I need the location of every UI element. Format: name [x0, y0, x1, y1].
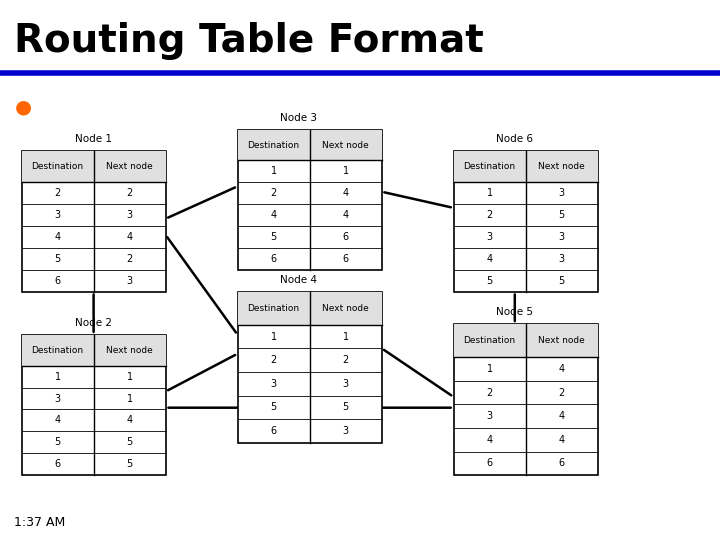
Text: 2: 2 [487, 210, 492, 220]
Text: 1: 1 [487, 188, 492, 198]
Text: 3: 3 [127, 210, 132, 220]
Text: 3: 3 [55, 210, 60, 220]
Text: Next node: Next node [539, 162, 585, 171]
Text: 5: 5 [271, 232, 276, 242]
Text: Next node: Next node [107, 346, 153, 355]
Text: 5: 5 [343, 402, 348, 413]
Text: 1: 1 [343, 332, 348, 342]
Text: 5: 5 [127, 437, 132, 447]
Text: 1: 1 [343, 166, 348, 177]
Text: Destination: Destination [32, 162, 84, 171]
Text: 4: 4 [127, 415, 132, 426]
Text: 2: 2 [55, 188, 60, 198]
Text: ●: ● [14, 97, 32, 116]
Text: 4: 4 [487, 435, 492, 445]
Text: 5: 5 [55, 254, 60, 264]
Text: Routing Table Format: Routing Table Format [14, 22, 484, 59]
Text: Next node: Next node [539, 336, 585, 345]
Text: 1: 1 [55, 372, 60, 382]
Text: 2: 2 [271, 355, 276, 365]
Text: 1: 1 [127, 394, 132, 403]
Text: Node 5: Node 5 [496, 307, 534, 317]
Text: 3: 3 [271, 379, 276, 389]
Text: 6: 6 [271, 426, 276, 436]
Text: Node 6: Node 6 [496, 134, 534, 144]
Text: 4: 4 [559, 364, 564, 374]
Text: 6: 6 [343, 232, 348, 242]
Bar [22, 151, 166, 182]
Text: 3: 3 [487, 232, 492, 242]
Text: 3: 3 [55, 394, 60, 403]
Text: 6: 6 [55, 275, 60, 286]
Bar [22, 335, 166, 366]
Text: 2: 2 [487, 388, 492, 397]
Text: 6: 6 [55, 459, 60, 469]
Text: 4: 4 [343, 188, 348, 198]
Text: 3: 3 [559, 232, 564, 242]
Text: 4: 4 [55, 415, 60, 426]
Text: 4: 4 [55, 232, 60, 242]
Bar [454, 151, 598, 182]
Text: 1:37 AM: 1:37 AM [14, 516, 66, 529]
Text: 2: 2 [559, 388, 564, 397]
Text: 6: 6 [487, 458, 492, 468]
Bar [238, 292, 382, 443]
Text: 2: 2 [127, 188, 132, 198]
Text: 1: 1 [271, 332, 276, 342]
Text: 4: 4 [487, 254, 492, 264]
Bar [22, 151, 166, 292]
Bar [238, 130, 382, 160]
Text: Next node: Next node [323, 140, 369, 150]
Text: 6: 6 [271, 254, 276, 264]
Text: 5: 5 [559, 210, 564, 220]
Text: 3: 3 [343, 426, 348, 436]
Text: Node 3: Node 3 [280, 112, 318, 123]
Text: Node 1: Node 1 [75, 134, 112, 144]
Text: 6: 6 [343, 254, 348, 264]
Text: 4: 4 [127, 232, 132, 242]
Text: 4: 4 [271, 210, 276, 220]
Text: Destination: Destination [248, 140, 300, 150]
Bar [454, 324, 598, 357]
Text: 3: 3 [127, 275, 132, 286]
Text: 2: 2 [343, 355, 348, 365]
Text: Destination: Destination [464, 336, 516, 345]
Text: 2: 2 [271, 188, 276, 198]
Bar [238, 130, 382, 270]
Text: Next node: Next node [323, 303, 369, 313]
Text: 3: 3 [343, 379, 348, 389]
Text: 4: 4 [559, 411, 564, 421]
Text: 2: 2 [127, 254, 132, 264]
Text: Node 2: Node 2 [75, 318, 112, 328]
Text: 1: 1 [487, 364, 492, 374]
Text: 6: 6 [559, 458, 564, 468]
Text: 3: 3 [559, 254, 564, 264]
Text: 4: 4 [559, 435, 564, 445]
Text: 5: 5 [271, 402, 276, 413]
Text: 3: 3 [559, 188, 564, 198]
Bar [454, 151, 598, 292]
Text: Next node: Next node [107, 162, 153, 171]
Text: Destination: Destination [464, 162, 516, 171]
Text: 5: 5 [127, 459, 132, 469]
Bar [22, 335, 166, 475]
Text: 5: 5 [487, 275, 492, 286]
Text: 3: 3 [487, 411, 492, 421]
Text: 1: 1 [127, 372, 132, 382]
Text: 1: 1 [271, 166, 276, 177]
Bar [454, 324, 598, 475]
Bar [238, 292, 382, 325]
Text: Node 4: Node 4 [280, 274, 318, 285]
Text: 5: 5 [55, 437, 60, 447]
Text: Destination: Destination [32, 346, 84, 355]
Text: 5: 5 [559, 275, 564, 286]
Text: 4: 4 [343, 210, 348, 220]
Text: Destination: Destination [248, 303, 300, 313]
